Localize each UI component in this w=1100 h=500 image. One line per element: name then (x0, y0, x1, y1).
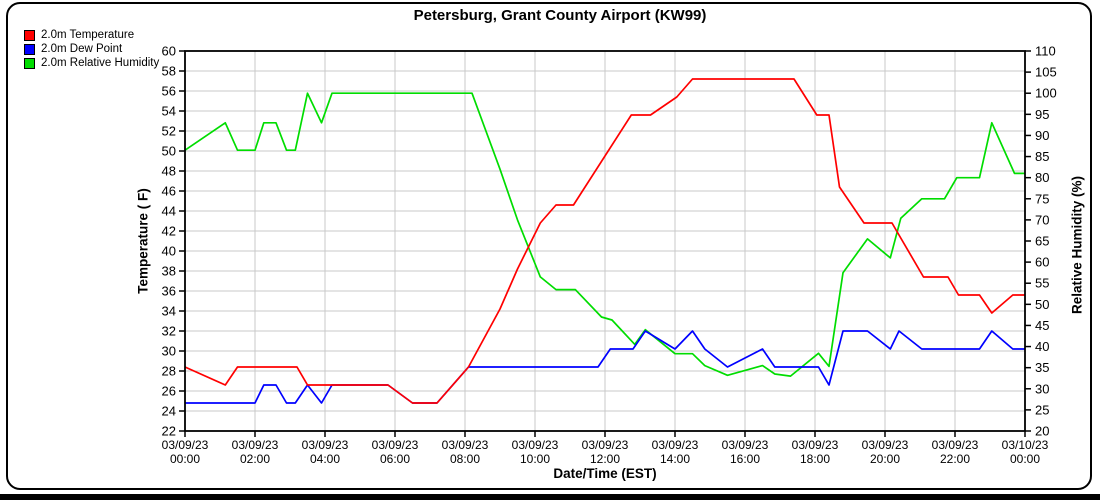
x-axis-tick-time: 14:00 (660, 452, 690, 466)
legend-item-label: 2.0m Temperature (41, 29, 135, 41)
legend-swatch-icon (24, 57, 35, 69)
left-axis-tick-label: 32 (162, 324, 176, 339)
left-axis-tick-label: 22 (162, 424, 176, 439)
series-line--m-dew-point (185, 330, 1025, 404)
left-axis-tick-label: 30 (162, 344, 176, 359)
x-axis-tick-date: 03/09/23 (862, 438, 909, 452)
x-axis-tick-time: 02:00 (240, 452, 270, 466)
right-axis-tick-label: 40 (1035, 339, 1049, 354)
x-axis-tick-date: 03/09/23 (512, 438, 559, 452)
x-axis-tick-time: 10:00 (520, 452, 550, 466)
chart-window-frame (6, 2, 1092, 490)
right-axis-tick-label: 45 (1035, 318, 1049, 333)
left-axis-tick-label: 40 (162, 244, 176, 259)
x-axis-tick-date: 03/09/23 (652, 438, 699, 452)
left-axis-tick-label: 24 (162, 404, 176, 419)
legend-item-label: 2.0m Dew Point (41, 43, 123, 55)
left-axis-tick-label: 26 (162, 384, 176, 399)
x-axis-tick-date: 03/09/23 (372, 438, 419, 452)
left-axis-tick-label: 56 (162, 84, 176, 99)
x-axis-tick-time: 16:00 (730, 452, 760, 466)
x-axis-tick-date: 03/10/23 (1002, 438, 1049, 452)
right-axis-tick-label: 80 (1035, 170, 1049, 185)
left-axis-tick-label: 54 (162, 104, 176, 119)
legend-swatch-icon (24, 29, 35, 41)
x-axis-tick-time: 00:00 (1010, 452, 1040, 466)
chart-title: Petersburg, Grant County Airport (KW99) (413, 7, 707, 24)
chart-legend: 2.0m Temperature 2.0m Dew Point 2.0m Relat… (24, 28, 159, 70)
left-axis-tick-label: 38 (162, 264, 176, 279)
x-axis-tick-date: 03/09/23 (442, 438, 489, 452)
right-axis-tick-label: 105 (1035, 65, 1057, 80)
right-axis-tick-label: 65 (1035, 234, 1049, 249)
right-axis-tick-label: 20 (1035, 424, 1049, 439)
right-axis-tick-label: 35 (1035, 360, 1049, 375)
series-line--m-relative-humidity (184, 92, 1025, 377)
right-axis-tick-label: 25 (1035, 402, 1049, 417)
left-axis-tick-label: 44 (162, 204, 176, 219)
left-axis-tick-label: 42 (162, 224, 176, 239)
right-axis-tick-label: 70 (1035, 212, 1049, 227)
x-axis-tick-date: 03/09/23 (722, 438, 769, 452)
right-axis-title: Relative Humidity (%) (1069, 175, 1085, 315)
legend-item-label: 2.0m Relative Humidity (41, 57, 160, 69)
right-axis-tick-label: 30 (1035, 381, 1049, 396)
left-axis-tick-label: 52 (162, 124, 176, 139)
legend-item: 2.0m Relative Humidity (24, 56, 159, 70)
x-axis-tick-time: 18:00 (800, 452, 830, 466)
x-axis-tick-date: 03/09/23 (792, 438, 839, 452)
x-axis-tick-date: 03/09/23 (302, 438, 349, 452)
left-axis-title: Temperature ( F) (135, 188, 151, 294)
x-axis-tick-date: 03/09/23 (162, 438, 209, 452)
x-axis-tick-time: 12:00 (590, 452, 620, 466)
left-axis-tick-label: 36 (162, 284, 176, 299)
left-axis-tick-label: 50 (162, 144, 176, 159)
legend-swatch-icon (24, 43, 35, 55)
legend-item: 2.0m Dew Point (24, 42, 159, 56)
x-axis-tick-time: 06:00 (380, 452, 410, 466)
x-axis-tick-time: 08:00 (450, 452, 480, 466)
left-axis-tick-label: 34 (162, 304, 176, 319)
right-axis-tick-label: 95 (1035, 107, 1049, 122)
x-axis-tick-date: 03/09/23 (232, 438, 279, 452)
right-axis-tick-label: 75 (1035, 191, 1049, 206)
left-axis-tick-label: 58 (162, 64, 176, 79)
x-axis-title: Date/Time (EST) (553, 466, 657, 481)
series-line--m-temperature (184, 78, 1025, 404)
right-axis-tick-label: 85 (1035, 149, 1049, 164)
x-axis-tick-date: 03/09/23 (932, 438, 979, 452)
right-axis-tick-label: 100 (1035, 86, 1057, 101)
x-axis-tick-time: 20:00 (870, 452, 900, 466)
x-axis-tick-date: 03/09/23 (582, 438, 629, 452)
left-axis-tick-label: 60 (162, 44, 176, 59)
right-axis-tick-label: 55 (1035, 276, 1049, 291)
left-axis-tick-label: 28 (162, 364, 176, 379)
left-axis-tick-label: 48 (162, 164, 176, 179)
right-axis-tick-label: 110 (1035, 44, 1056, 59)
x-axis-tick-time: 04:00 (310, 452, 340, 466)
legend-item: 2.0m Temperature (24, 28, 159, 42)
x-axis-tick-time: 00:00 (170, 452, 200, 466)
right-axis-tick-label: 50 (1035, 297, 1049, 312)
window-bottom-bar (0, 494, 1100, 500)
right-axis-tick-label: 60 (1035, 255, 1049, 270)
x-axis-tick-time: 22:00 (940, 452, 970, 466)
right-axis-tick-label: 90 (1035, 128, 1049, 143)
left-axis-tick-label: 46 (162, 184, 176, 199)
